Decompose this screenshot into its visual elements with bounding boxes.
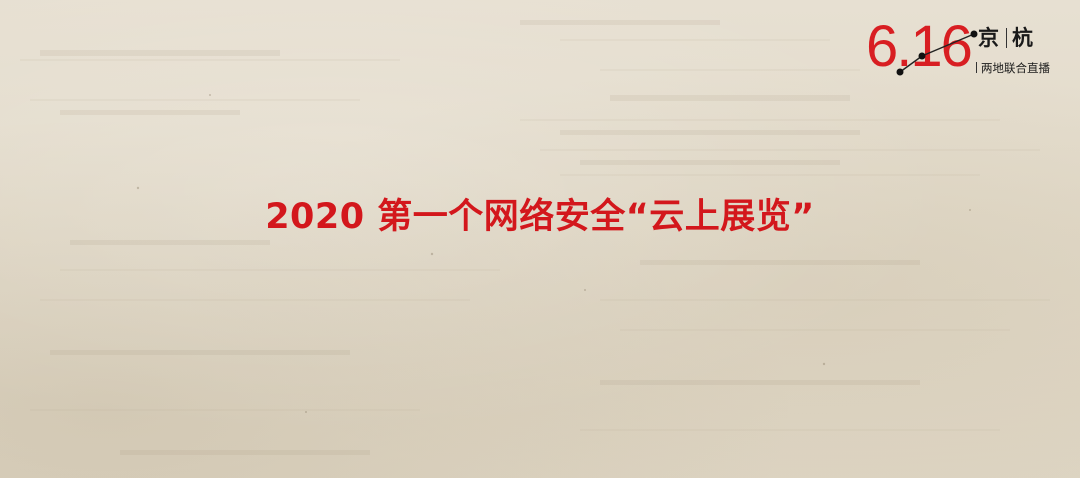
logo-cities: 京杭 <box>978 22 1035 52</box>
event-logo: 6.16 京杭 两地联合直播 <box>862 14 1072 84</box>
city-separator <box>1006 28 1007 48</box>
city-hangzhou: 杭 <box>1012 26 1035 50</box>
subtitle-bar <box>976 62 977 73</box>
logo-connector-lines <box>896 30 978 76</box>
logo-subtitle: 两地联合直播 <box>981 61 1050 75</box>
city-beijing: 京 <box>978 26 1001 50</box>
logo-subtitle-row: 两地联合直播 <box>976 60 1050 76</box>
logo-date: 6.16 <box>866 14 973 79</box>
headline: 2020 第一个网络安全“云上展览” <box>265 197 815 237</box>
